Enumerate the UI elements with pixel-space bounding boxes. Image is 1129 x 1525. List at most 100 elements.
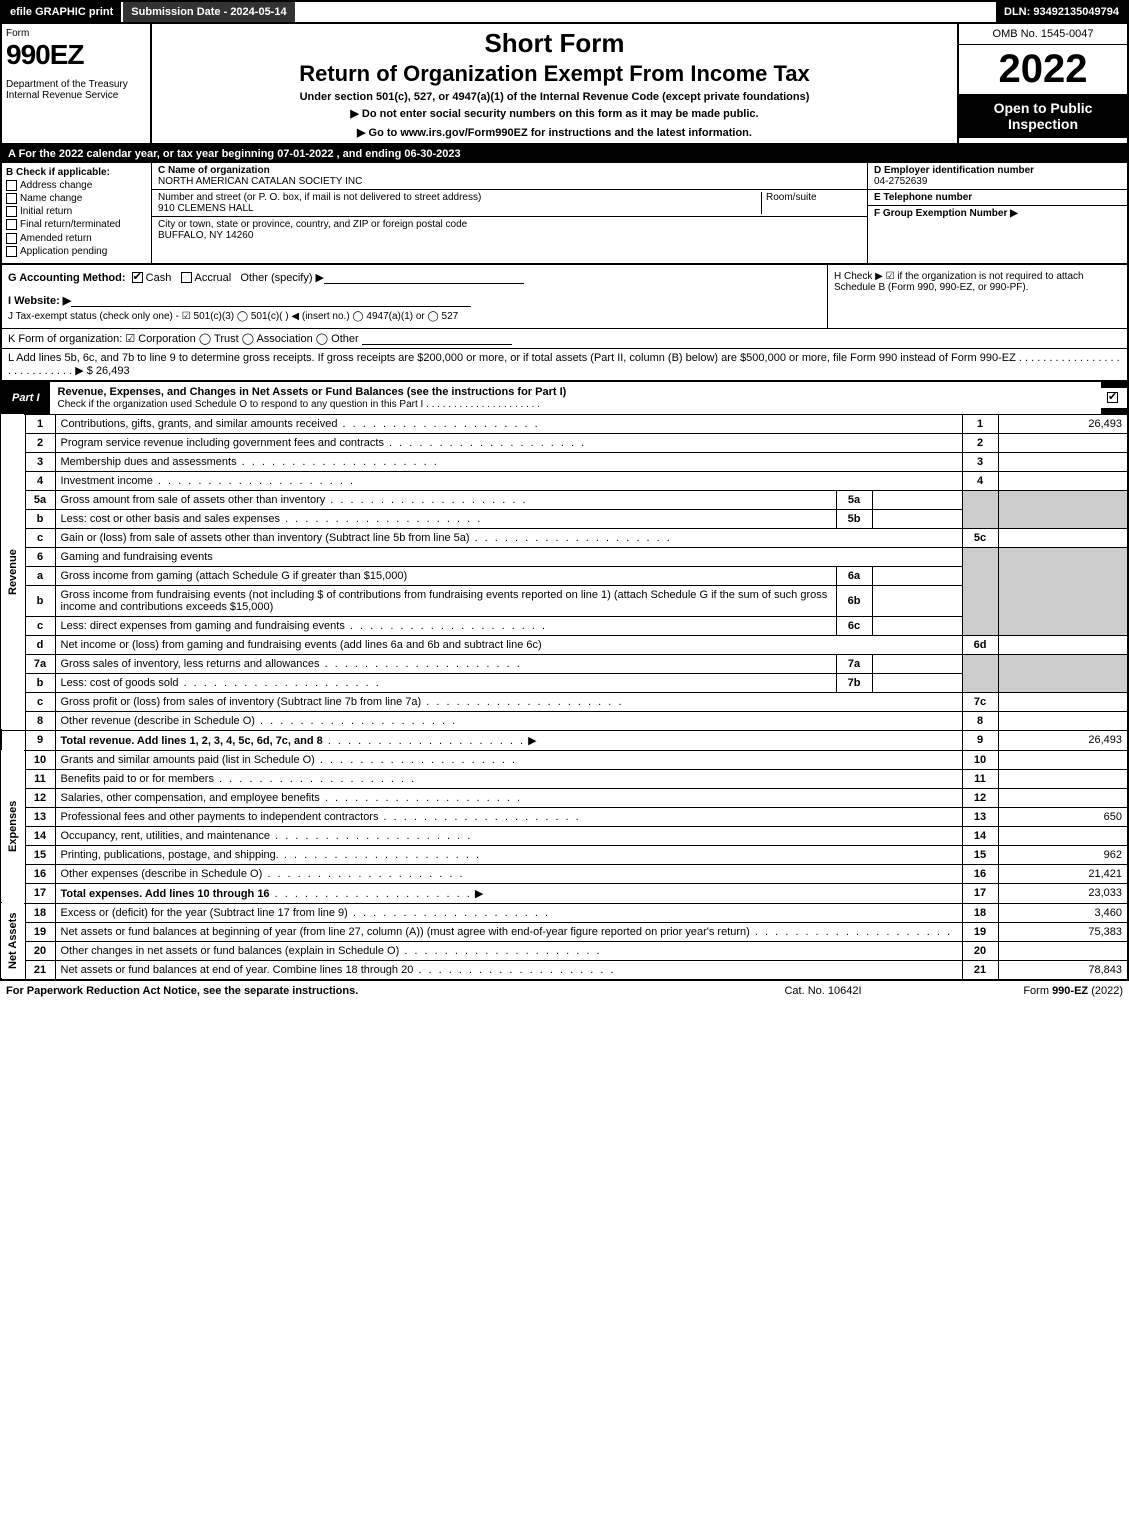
line-13-val: 650: [998, 807, 1128, 826]
form-number: 990EZ: [6, 39, 146, 71]
page-footer: For Paperwork Reduction Act Notice, see …: [0, 980, 1129, 1001]
cb-amended-return[interactable]: Amended return: [6, 233, 147, 244]
omb-number: OMB No. 1545-0047: [959, 24, 1127, 45]
box-def: D Employer identification number 04-2752…: [867, 163, 1127, 263]
line-7a-desc: Gross sales of inventory, less returns a…: [61, 658, 320, 670]
line-12-val: [998, 788, 1128, 807]
row-k: K Form of organization: ☑ Corporation ◯ …: [0, 328, 1129, 349]
cb-initial-return[interactable]: Initial return: [6, 206, 147, 217]
cat-no: Cat. No. 10642I: [723, 985, 923, 997]
line-15-desc: Printing, publications, postage, and shi…: [61, 849, 279, 861]
box-c: C Name of organization NORTH AMERICAN CA…: [152, 163, 867, 263]
paperwork-notice: For Paperwork Reduction Act Notice, see …: [6, 985, 723, 997]
city-value: BUFFALO, NY 14260: [158, 230, 861, 241]
line-2-desc: Program service revenue including govern…: [61, 437, 384, 449]
line-7b-desc: Less: cost of goods sold: [61, 677, 179, 689]
line-20-desc: Other changes in net assets or fund bala…: [61, 945, 400, 957]
line-1-val: 26,493: [998, 414, 1128, 433]
address-label: Number and street (or P. O. box, if mail…: [158, 192, 761, 203]
room-suite: Room/suite: [761, 192, 861, 214]
box-b-title: B Check if applicable:: [6, 167, 147, 178]
cb-final-return[interactable]: Final return/terminated: [6, 219, 147, 230]
line-5c-val: [998, 528, 1128, 547]
group-exemption-label: F Group Exemption Number ▶: [874, 208, 1121, 219]
line-1-desc: Contributions, gifts, grants, and simila…: [61, 418, 338, 430]
dln: DLN: 93492135049794: [996, 2, 1127, 22]
section-bcdef: B Check if applicable: Address change Na…: [0, 163, 1129, 265]
line-15-val: 962: [998, 845, 1128, 864]
line-9-desc: Total revenue. Add lines 1, 2, 3, 4, 5c,…: [61, 735, 323, 747]
header-right: OMB No. 1545-0047 2022 Open to Public In…: [957, 24, 1127, 143]
form-word: Form: [6, 28, 146, 39]
part-1-header: Part I Revenue, Expenses, and Changes in…: [0, 382, 1129, 414]
line-8-desc: Other revenue (describe in Schedule O): [61, 715, 255, 727]
city-label: City or town, state or province, country…: [158, 219, 861, 230]
line-4-desc: Investment income: [61, 475, 153, 487]
website-field[interactable]: [71, 295, 471, 307]
box-b: B Check if applicable: Address change Na…: [2, 163, 152, 263]
line-9-val: 26,493: [998, 730, 1128, 750]
line-6d-desc: Net income or (loss) from gaming and fun…: [61, 639, 542, 651]
line-7c-val: [998, 692, 1128, 711]
efile-print[interactable]: efile GRAPHIC print: [2, 2, 121, 22]
row-a-taxyear: A For the 2022 calendar year, or tax yea…: [0, 145, 1129, 163]
header-left: Form 990EZ Department of the Treasury In…: [2, 24, 152, 143]
short-form-title: Short Form: [156, 28, 953, 59]
line-17-desc: Total expenses. Add lines 10 through 16: [61, 888, 270, 900]
line-14-val: [998, 826, 1128, 845]
line-6c-desc: Less: direct expenses from gaming and fu…: [61, 620, 345, 632]
cb-cash[interactable]: [132, 272, 143, 283]
cb-accrual[interactable]: [181, 272, 192, 283]
return-title: Return of Organization Exempt From Incom…: [156, 61, 953, 87]
netassets-label: Net Assets: [1, 903, 25, 979]
part-1-tag: Part I: [2, 388, 50, 408]
part1-schedule-o-cb[interactable]: [1107, 392, 1118, 403]
part-1-table: Revenue 1Contributions, gifts, grants, a…: [0, 414, 1129, 980]
under-section: Under section 501(c), 527, or 4947(a)(1)…: [156, 91, 953, 103]
revenue-label: Revenue: [1, 414, 25, 730]
header-mid: Short Form Return of Organization Exempt…: [152, 24, 957, 143]
row-gh: G Accounting Method: Cash Accrual Other …: [0, 265, 1129, 328]
line-17-val: 23,033: [998, 883, 1128, 903]
line-18-val: 3,460: [998, 903, 1128, 922]
other-org-field[interactable]: [362, 333, 512, 345]
line-6b-desc: Gross income from fundraising events (no…: [61, 589, 828, 613]
line-8-val: [998, 711, 1128, 730]
org-name: NORTH AMERICAN CATALAN SOCIETY INC: [158, 176, 861, 187]
line-19-desc: Net assets or fund balances at beginning…: [61, 926, 750, 938]
line-20-val: [998, 941, 1128, 960]
cb-address-change[interactable]: Address change: [6, 180, 147, 191]
cb-application-pending[interactable]: Application pending: [6, 246, 147, 257]
line-5a-desc: Gross amount from sale of assets other t…: [61, 494, 326, 506]
other-specify-field[interactable]: [324, 272, 524, 284]
line-3-desc: Membership dues and assessments: [61, 456, 237, 468]
website-row: I Website: ▶: [8, 294, 821, 307]
org-name-label: C Name of organization: [158, 165, 861, 176]
address-value: 910 CLEMENS HALL: [158, 203, 761, 214]
department: Department of the Treasury Internal Reve…: [6, 79, 146, 101]
line-2-val: [998, 433, 1128, 452]
cb-name-change[interactable]: Name change: [6, 193, 147, 204]
part-1-title: Revenue, Expenses, and Changes in Net As…: [50, 382, 1101, 414]
line-12-desc: Salaries, other compensation, and employ…: [61, 792, 320, 804]
top-bar: efile GRAPHIC print Submission Date - 20…: [0, 0, 1129, 24]
line-5b-desc: Less: cost or other basis and sales expe…: [61, 513, 281, 525]
goto-link[interactable]: ▶ Go to www.irs.gov/Form990EZ for instru…: [156, 126, 953, 139]
form-header: Form 990EZ Department of the Treasury In…: [0, 24, 1129, 145]
tax-exempt-status: J Tax-exempt status (check only one) - ☑…: [8, 311, 821, 322]
line-18-desc: Excess or (deficit) for the year (Subtra…: [61, 907, 348, 919]
line-4-val: [998, 471, 1128, 490]
telephone-label: E Telephone number: [874, 192, 1121, 203]
line-10-val: [998, 750, 1128, 769]
form-footer: Form 990-EZ (2022): [923, 985, 1123, 997]
line-6a-desc: Gross income from gaming (attach Schedul…: [61, 570, 408, 582]
line-3-val: [998, 452, 1128, 471]
line-16-val: 21,421: [998, 864, 1128, 883]
ein-label: D Employer identification number: [874, 165, 1121, 176]
line-13-desc: Professional fees and other payments to …: [61, 811, 379, 823]
ein-value: 04-2752639: [874, 176, 1121, 187]
expenses-label: Expenses: [1, 750, 25, 903]
line-21-desc: Net assets or fund balances at end of ye…: [61, 964, 414, 976]
open-to-public: Open to Public Inspection: [959, 94, 1127, 138]
line-6-desc: Gaming and fundraising events: [55, 547, 962, 566]
